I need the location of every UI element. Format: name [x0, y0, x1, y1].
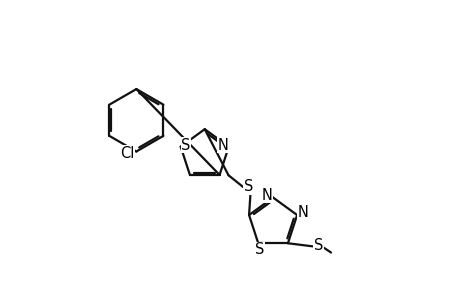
Text: N: N — [218, 138, 229, 153]
Text: S: S — [181, 138, 190, 153]
Text: S: S — [313, 238, 322, 253]
Text: N: N — [297, 205, 308, 220]
Text: Cl: Cl — [119, 146, 134, 161]
Text: S: S — [244, 179, 253, 194]
Text: N: N — [261, 188, 272, 203]
Text: S: S — [254, 242, 264, 257]
